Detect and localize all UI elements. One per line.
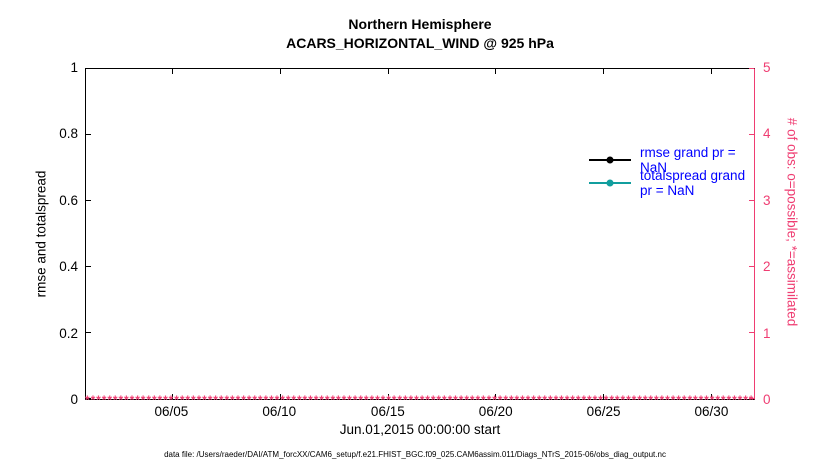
legend-box: rmse grand pr = NaN totalspread grand pr … (589, 145, 754, 198)
x-tick-mark (710, 394, 712, 399)
x-tick-label: 06/10 (262, 404, 297, 419)
right-y-tick-label: 2 (763, 259, 771, 275)
x-tick-mark (279, 394, 281, 399)
x-tick-label: 06/15 (370, 404, 405, 419)
left-y-tick-label: 0.8 (59, 126, 78, 142)
right-y-tick-label: 1 (763, 325, 771, 341)
x-tick-mark (495, 69, 497, 74)
x-tick-label: 06/05 (154, 404, 189, 419)
right-y-tick-mark (749, 266, 754, 267)
x-tick-mark (495, 394, 497, 399)
legend-entry: totalspread grand pr = NaN (589, 168, 754, 198)
data-file-caption: data file: /Users/raeder/DAI/ATM_forcXX/… (164, 450, 666, 459)
x-tick-label: 06/25 (586, 404, 621, 419)
x-tick-mark (603, 69, 605, 74)
right-y-tick-label: 3 (763, 192, 771, 208)
right-y-tick-label: 0 (763, 392, 771, 407)
x-tick-label: 06/20 (478, 404, 513, 419)
right-y-tick-mark (749, 134, 754, 135)
left-y-tick-label: 0.4 (59, 259, 78, 275)
right-y-tick-mark (749, 332, 754, 333)
left-y-axis-label: rmse and totalspread (33, 170, 49, 298)
plot-area: rmse grand pr = NaN totalspread grand pr … (85, 68, 755, 400)
legend-marker-dot (606, 156, 614, 163)
left-y-tick-mark (86, 398, 91, 399)
legend-entry-label: totalspread grand pr = NaN (640, 167, 746, 198)
right-y-tick-label: 5 (763, 60, 771, 75)
legend-entry: rmse grand pr = NaN (589, 145, 754, 175)
left-y-tick-label: 0.6 (59, 192, 78, 208)
left-y-tick-label: 0.2 (59, 325, 78, 341)
legend-line-sample (589, 156, 631, 163)
right-y-tick-mark (749, 200, 754, 201)
right-y-tick-label: 4 (763, 126, 771, 142)
x-tick-mark (387, 394, 389, 399)
x-tick-mark (279, 69, 281, 74)
x-tick-mark (172, 69, 174, 74)
right-y-tick-mark (749, 68, 754, 69)
x-axis-label: Jun.01,2015 00:00:00 start (339, 422, 501, 437)
x-tick-mark (710, 69, 712, 74)
left-y-tick-mark (86, 266, 91, 267)
x-tick-mark (603, 394, 605, 399)
left-y-tick-mark (86, 134, 91, 135)
right-y-axis-label: # of obs: o=possible; *=assimilated (784, 117, 800, 327)
right-y-tick-mark (749, 398, 754, 399)
plot-title-line1: Northern Hemisphere (348, 16, 492, 32)
left-y-tick-label: 0 (70, 392, 78, 407)
x-tick-label: 06/30 (694, 404, 729, 419)
left-y-tick-mark (86, 200, 91, 201)
legend-marker-dot (606, 179, 614, 186)
left-y-tick-mark (86, 68, 91, 69)
legend-line-sample (589, 179, 631, 186)
x-tick-mark (172, 394, 174, 399)
x-tick-mark (387, 69, 389, 74)
legend-entry-label: rmse grand pr = NaN (640, 144, 736, 175)
left-y-tick-label: 1 (70, 60, 78, 75)
plot-title-line2: ACARS_HORIZONTAL_WIND @ 925 hPa (286, 35, 554, 51)
left-y-tick-mark (86, 332, 91, 333)
